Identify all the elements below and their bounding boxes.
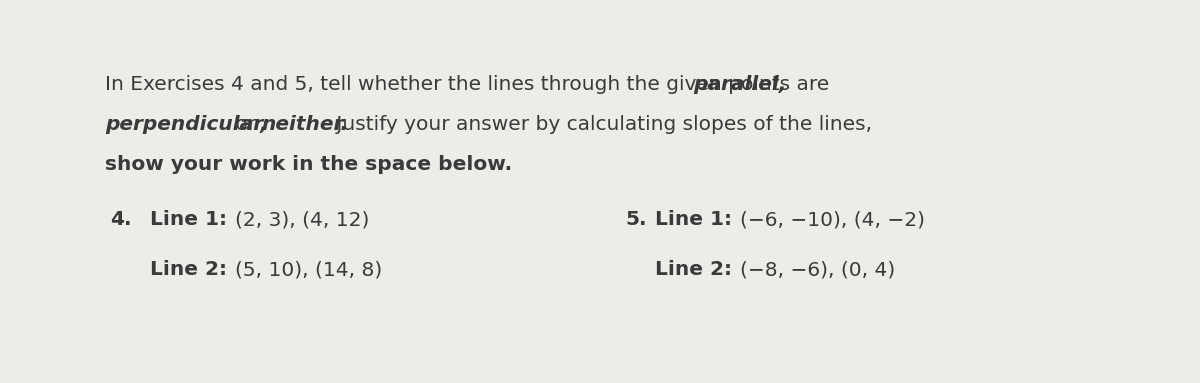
Text: Line 2:: Line 2: (655, 260, 732, 279)
Text: (2, 3), (4, 12): (2, 3), (4, 12) (235, 210, 370, 229)
Text: show your work in the space below.: show your work in the space below. (106, 155, 512, 174)
Text: Line 1:: Line 1: (150, 210, 227, 229)
Text: In Exercises 4 and 5, tell whether the lines through the given points are: In Exercises 4 and 5, tell whether the l… (106, 75, 835, 94)
Text: perpendicular,: perpendicular, (106, 115, 268, 134)
Text: parallel,: parallel, (694, 75, 787, 94)
Text: 4.: 4. (110, 210, 132, 229)
Text: Line 2:: Line 2: (150, 260, 227, 279)
Text: or: or (229, 115, 263, 134)
Text: Justify your answer by calculating slopes of the lines,: Justify your answer by calculating slope… (330, 115, 872, 134)
Text: (−6, −10), (4, −2): (−6, −10), (4, −2) (740, 210, 925, 229)
Text: neither.: neither. (262, 115, 348, 134)
Text: Line 1:: Line 1: (655, 210, 732, 229)
Text: (−8, −6), (0, 4): (−8, −6), (0, 4) (740, 260, 895, 279)
Text: (5, 10), (14, 8): (5, 10), (14, 8) (235, 260, 383, 279)
Text: 5.: 5. (625, 210, 647, 229)
